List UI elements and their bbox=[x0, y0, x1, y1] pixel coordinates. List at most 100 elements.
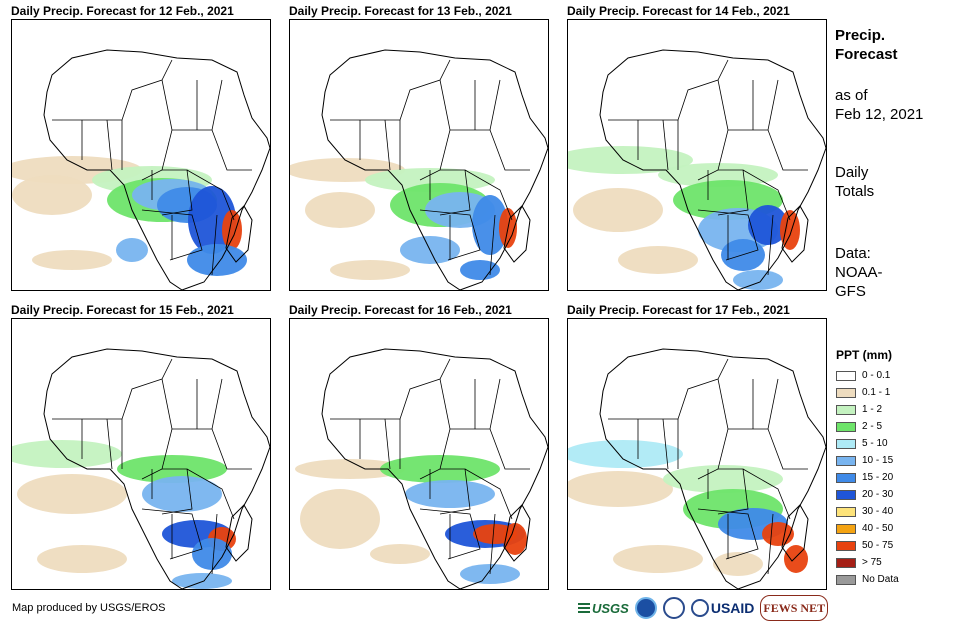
country-border bbox=[141, 508, 203, 560]
legend-swatch bbox=[836, 540, 856, 551]
rain-patch bbox=[663, 465, 783, 493]
country-border bbox=[742, 169, 791, 221]
country-border bbox=[767, 214, 774, 276]
legend-label: 40 - 50 bbox=[862, 523, 894, 534]
legend-label: 15 - 20 bbox=[862, 472, 894, 483]
heading-line-2: Forecast bbox=[835, 46, 898, 63]
rain-patch bbox=[187, 244, 247, 276]
madagascar-outline bbox=[503, 205, 531, 263]
legend-label: 5 - 10 bbox=[862, 438, 888, 449]
precip-map bbox=[567, 19, 827, 291]
country-border bbox=[439, 79, 501, 131]
usaid-logo-text: USAID bbox=[710, 600, 755, 616]
country-border bbox=[489, 513, 496, 575]
rain-patch bbox=[330, 260, 410, 280]
legend-item: No Data bbox=[836, 571, 916, 588]
rain-patch bbox=[568, 146, 693, 174]
precip-map bbox=[11, 318, 271, 590]
country-border bbox=[52, 358, 173, 420]
legend-item: 15 - 20 bbox=[836, 469, 916, 486]
totals-line-2: Totals bbox=[835, 183, 875, 200]
africa-map-svg bbox=[290, 319, 548, 589]
usaid-logo: USAID bbox=[690, 596, 755, 620]
legend-swatch bbox=[836, 455, 856, 466]
legend-swatch bbox=[836, 574, 856, 585]
usaid-seal-icon bbox=[690, 599, 709, 617]
africa-map-svg bbox=[12, 20, 270, 290]
country-border bbox=[464, 468, 513, 520]
country-border bbox=[52, 59, 173, 121]
rain-patch bbox=[568, 440, 683, 468]
rain-patch bbox=[32, 250, 112, 270]
panel-title: Daily Precip. Forecast for 17 Feb., 2021 bbox=[567, 303, 790, 317]
rain-patch bbox=[460, 260, 500, 280]
rain-patch bbox=[192, 538, 232, 570]
country-border bbox=[211, 129, 252, 171]
country-border bbox=[717, 169, 749, 216]
legend-swatch bbox=[836, 557, 856, 568]
rain-patch bbox=[295, 459, 405, 479]
fews-net-logo-text: FEWS NET bbox=[763, 600, 826, 615]
rain-patch bbox=[713, 552, 763, 576]
panel-title: Daily Precip. Forecast for 13 Feb., 2021 bbox=[289, 4, 512, 18]
madagascar-outline bbox=[781, 504, 809, 562]
data-line-1: Data: bbox=[835, 245, 871, 262]
legend-swatch bbox=[836, 472, 856, 483]
fews-net-logo: FEWS NET bbox=[760, 595, 829, 621]
panel-title: Daily Precip. Forecast for 16 Feb., 2021 bbox=[289, 303, 512, 317]
precip-map bbox=[289, 318, 549, 590]
legend-label: 1 - 2 bbox=[862, 404, 883, 415]
seal-logo bbox=[662, 597, 685, 619]
credit-text: Map produced by USGS/EROS bbox=[12, 602, 166, 614]
legend-swatch bbox=[836, 523, 856, 534]
rain-patch bbox=[222, 210, 242, 250]
country-border bbox=[767, 428, 808, 470]
legend-item: 50 - 75 bbox=[836, 537, 916, 554]
rain-patch bbox=[658, 163, 778, 187]
sidebar-heading: Precip. Forecast bbox=[835, 26, 898, 64]
rain-patch bbox=[613, 545, 703, 573]
forecast-panel: Daily Precip. Forecast for 12 Feb., 2021 bbox=[11, 4, 271, 292]
country-border bbox=[489, 214, 496, 276]
country-border bbox=[161, 468, 193, 515]
rain-patch bbox=[17, 474, 127, 514]
country-border bbox=[489, 428, 530, 470]
africa-outline bbox=[321, 49, 548, 290]
africa-map-svg bbox=[12, 319, 270, 589]
africa-map-svg bbox=[568, 20, 826, 290]
country-border bbox=[489, 129, 530, 171]
madagascar-outline bbox=[781, 205, 809, 263]
legend-label: 0.1 - 1 bbox=[862, 387, 891, 398]
legend-item: 30 - 40 bbox=[836, 503, 916, 520]
country-border bbox=[439, 378, 501, 430]
country-border bbox=[717, 378, 779, 430]
precip-map bbox=[11, 19, 271, 291]
country-border bbox=[106, 119, 113, 171]
forecast-panel: Daily Precip. Forecast for 13 Feb., 2021 bbox=[289, 4, 549, 292]
legend-swatch bbox=[836, 506, 856, 517]
madagascar-outline bbox=[503, 504, 531, 562]
rain-patch bbox=[370, 544, 430, 564]
rain-patch bbox=[573, 188, 663, 232]
forecast-panel: Daily Precip. Forecast for 17 Feb., 2021 bbox=[567, 303, 827, 591]
sidebar-data-source: Data: NOAA- GFS bbox=[835, 244, 883, 301]
country-border bbox=[608, 59, 729, 121]
legend-item: 0.1 - 1 bbox=[836, 384, 916, 401]
panel-title: Daily Precip. Forecast for 12 Feb., 2021 bbox=[11, 4, 234, 18]
rain-patch bbox=[142, 476, 222, 512]
rain-patch bbox=[12, 175, 92, 215]
country-border bbox=[742, 468, 791, 520]
country-border bbox=[161, 79, 223, 131]
data-line-3: GFS bbox=[835, 283, 866, 300]
country-border bbox=[330, 59, 451, 121]
legend-item: > 75 bbox=[836, 554, 916, 571]
country-border bbox=[662, 418, 669, 470]
legend: 0 - 0.1 0.1 - 1 1 - 2 2 - 5 5 - 10 10 - 15 15 … bbox=[836, 367, 916, 588]
legend-item: 5 - 10 bbox=[836, 435, 916, 452]
heading-line-1: Precip. bbox=[835, 27, 886, 44]
country-border bbox=[161, 378, 223, 430]
legend-title: PPT (mm) bbox=[836, 348, 893, 362]
country-border bbox=[211, 428, 252, 470]
legend-label: > 75 bbox=[862, 557, 882, 568]
rain-patch bbox=[568, 471, 673, 507]
